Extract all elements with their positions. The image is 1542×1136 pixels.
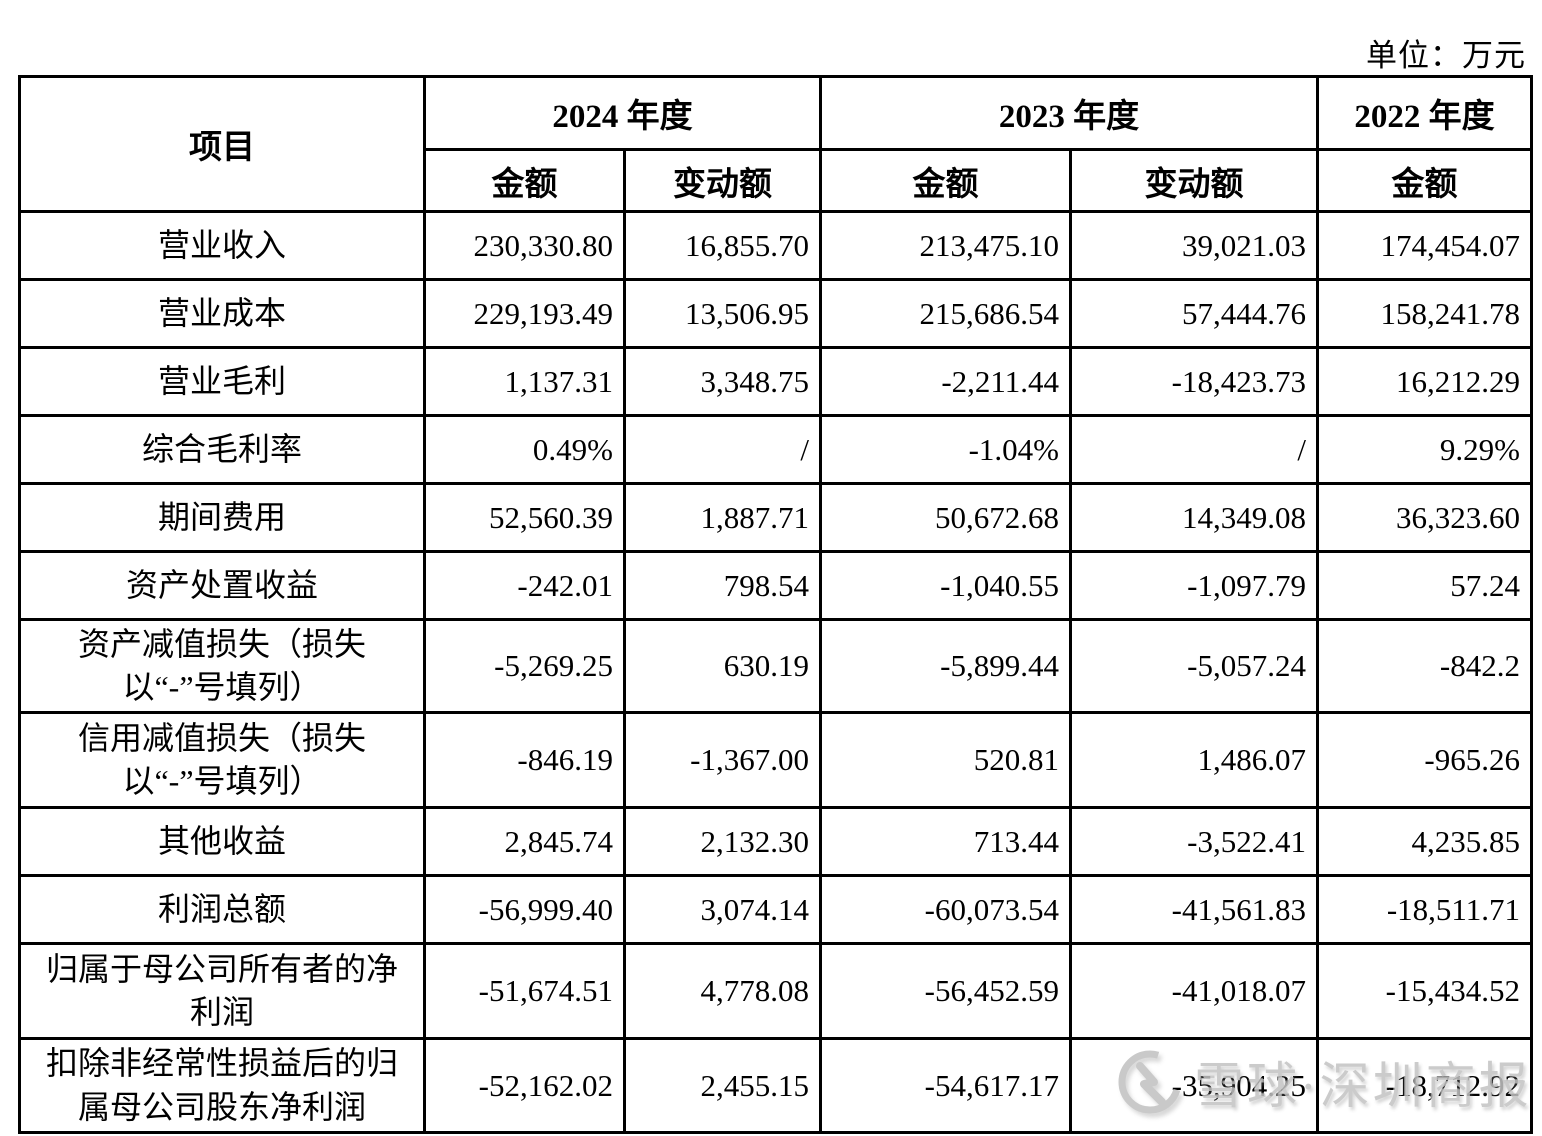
cell-value: 39,021.03	[1069, 210, 1319, 281]
cell-value: 36,323.60	[1316, 482, 1533, 553]
cell-value: 16,855.70	[623, 210, 822, 281]
row-item-label: 利润总额	[18, 874, 426, 946]
cell-value: -18,423.73	[1069, 346, 1319, 417]
row-item-label: 其他收益	[18, 806, 426, 878]
table-row: 资产减值损失（损失以“-”号填列） -5,269.25 630.19 -5,89…	[18, 617, 1533, 715]
cell-value: 2,455.15	[623, 1037, 822, 1134]
sub-header-amount-2022: 金额	[1316, 148, 1533, 213]
cell-value: -842.2	[1316, 617, 1533, 715]
unit-label: 单位：万元	[1366, 38, 1526, 73]
sub-header-amount-2024: 金额	[423, 148, 626, 213]
sub-header-change-2023: 变动额	[1069, 148, 1319, 213]
cell-value: 215,686.54	[819, 278, 1072, 349]
table-row: 营业收入 230,330.80 16,855.70 213,475.10 39,…	[18, 210, 1533, 281]
cell-value: -60,073.54	[819, 874, 1072, 946]
cell-value: 9.29%	[1316, 414, 1533, 485]
table-row: 其他收益 2,845.74 2,132.30 713.44 -3,522.41 …	[18, 806, 1533, 878]
table-row: 营业成本 229,193.49 13,506.95 215,686.54 57,…	[18, 278, 1533, 349]
cell-value: 1,887.71	[623, 482, 822, 553]
col-header-2022: 2022 年度	[1316, 75, 1533, 151]
cell-value: -242.01	[423, 550, 626, 621]
cell-value: 1,486.07	[1069, 711, 1319, 810]
row-item-label: 资产处置收益	[18, 550, 426, 621]
cell-value: 630.19	[623, 617, 822, 715]
cell-value: 52,560.39	[423, 482, 626, 553]
cell-value: 713.44	[819, 806, 1072, 878]
cell-value: 0.49%	[423, 414, 626, 485]
row-item-label: 期间费用	[18, 482, 426, 553]
cell-value: 520.81	[819, 711, 1072, 810]
cell-value: -18,511.71	[1316, 874, 1533, 946]
sub-header-change-2024: 变动额	[623, 148, 822, 213]
row-item-label: 扣除非经常性损益后的归属母公司股东净利润	[18, 1037, 426, 1134]
cell-value: -1.04%	[819, 414, 1072, 485]
table-row: 资产处置收益 -242.01 798.54 -1,040.55 -1,097.7…	[18, 550, 1533, 621]
cell-value: -1,097.79	[1069, 550, 1319, 621]
cell-value: -52,162.02	[423, 1037, 626, 1134]
cell-value: /	[1069, 414, 1319, 485]
cell-value: 158,241.78	[1316, 278, 1533, 349]
cell-value: 1,137.31	[423, 346, 626, 417]
cell-value: -2,211.44	[819, 346, 1072, 417]
cell-value: -1,367.00	[623, 711, 822, 810]
table-row: 期间费用 52,560.39 1,887.71 50,672.68 14,349…	[18, 482, 1533, 553]
cell-value: -5,899.44	[819, 617, 1072, 715]
row-item-label: 归属于母公司所有者的净利润	[18, 942, 426, 1041]
cell-value: -51,674.51	[423, 942, 626, 1041]
cell-value: 2,132.30	[623, 806, 822, 878]
cell-value: 57.24	[1316, 550, 1533, 621]
cell-value: -5,269.25	[423, 617, 626, 715]
cell-value: -56,452.59	[819, 942, 1072, 1041]
cell-value: 13,506.95	[623, 278, 822, 349]
cell-value: -41,561.83	[1069, 874, 1319, 946]
cell-value: 16,212.29	[1316, 346, 1533, 417]
header-row-years: 项目 2024 年度 2023 年度 2022 年度	[18, 75, 1533, 213]
row-item-label: 营业收入	[18, 210, 426, 281]
cell-value: -965.26	[1316, 711, 1533, 810]
cell-value: 14,349.08	[1069, 482, 1319, 553]
cell-value: 4,778.08	[623, 942, 822, 1041]
cell-value: 3,074.14	[623, 874, 822, 946]
table-row: 扣除非经常性损益后的归属母公司股东净利润 -52,162.02 2,455.15…	[18, 1037, 1533, 1134]
table-row: 归属于母公司所有者的净利润 -51,674.51 4,778.08 -56,45…	[18, 942, 1533, 1041]
col-header-item: 项目	[18, 75, 426, 213]
cell-value: 3,348.75	[623, 346, 822, 417]
table-row: 营业毛利 1,137.31 3,348.75 -2,211.44 -18,423…	[18, 346, 1533, 417]
col-header-2024: 2024 年度	[423, 75, 822, 151]
header-row-sub: 金额 变动额 金额 变动额 金额	[20, 148, 1533, 213]
cell-value: -35,904.25	[1069, 1037, 1319, 1134]
cell-value: -18,712.92	[1316, 1037, 1533, 1134]
cell-value: /	[623, 414, 822, 485]
cell-value: -5,057.24	[1069, 617, 1319, 715]
cell-value: 57,444.76	[1069, 278, 1319, 349]
table-row: 综合毛利率 0.49% / -1.04% / 9.29%	[18, 414, 1533, 485]
row-item-label: 信用减值损失（损失以“-”号填列）	[18, 711, 426, 810]
table-row: 利润总额 -56,999.40 3,074.14 -60,073.54 -41,…	[18, 874, 1533, 946]
cell-value: 50,672.68	[819, 482, 1072, 553]
sub-header-amount-2023: 金额	[819, 148, 1072, 213]
table-row: 信用减值损失（损失以“-”号填列） -846.19 -1,367.00 520.…	[18, 711, 1533, 810]
row-item-label: 营业成本	[18, 278, 426, 349]
cell-value: -1,040.55	[819, 550, 1072, 621]
row-item-label: 资产减值损失（损失以“-”号填列）	[18, 617, 426, 715]
cell-value: -846.19	[423, 711, 626, 810]
cell-value: 2,845.74	[423, 806, 626, 878]
cell-value: -56,999.40	[423, 874, 626, 946]
cell-value: -54,617.17	[819, 1037, 1072, 1134]
cell-value: 174,454.07	[1316, 210, 1533, 281]
cell-value: 229,193.49	[423, 278, 626, 349]
cell-value: 230,330.80	[423, 210, 626, 281]
col-header-2023: 2023 年度	[819, 75, 1319, 151]
cell-value: -41,018.07	[1069, 942, 1319, 1041]
financial-table: 项目 2024 年度 2023 年度 2022 年度 金额 变动额 金额 变动额…	[18, 75, 1533, 1134]
cell-value: 213,475.10	[819, 210, 1072, 281]
cell-value: 798.54	[623, 550, 822, 621]
cell-value: 4,235.85	[1316, 806, 1533, 878]
cell-value: -15,434.52	[1316, 942, 1533, 1041]
cell-value: -3,522.41	[1069, 806, 1319, 878]
row-item-label: 营业毛利	[18, 346, 426, 417]
row-item-label: 综合毛利率	[18, 414, 426, 485]
